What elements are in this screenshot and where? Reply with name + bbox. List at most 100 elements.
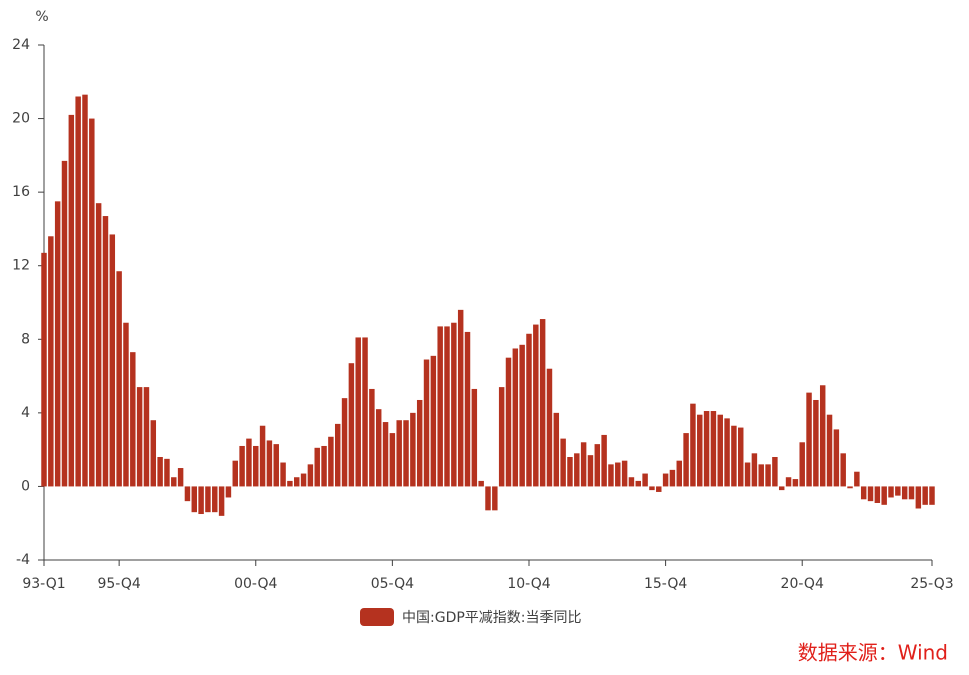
bar	[697, 414, 703, 487]
bar	[724, 418, 730, 487]
legend-label: 中国:GDP平减指数:当季同比	[402, 610, 582, 626]
bar	[676, 460, 682, 487]
bar	[464, 331, 471, 487]
bar	[867, 486, 874, 502]
bar	[416, 399, 423, 487]
bar	[505, 357, 512, 487]
bar	[89, 118, 95, 487]
bar	[294, 477, 300, 487]
bar	[642, 473, 648, 487]
y-tick-label: 24	[12, 37, 30, 53]
bar	[150, 420, 157, 487]
bar	[246, 438, 252, 487]
bar	[608, 464, 614, 487]
bar	[628, 477, 635, 487]
bar	[785, 477, 792, 487]
bar	[266, 440, 273, 487]
bar	[95, 203, 102, 487]
bar	[212, 486, 218, 513]
bar	[703, 411, 710, 487]
bar	[382, 422, 389, 487]
bar	[369, 388, 375, 487]
bar	[901, 486, 908, 500]
bar	[403, 420, 409, 487]
bar	[334, 423, 341, 487]
bar	[444, 326, 450, 487]
bar	[451, 322, 457, 487]
bar	[130, 352, 136, 487]
bar	[348, 363, 355, 487]
x-tick-label: 05-Q4	[371, 576, 414, 592]
x-tick-label: 10-Q4	[507, 576, 550, 592]
y-tick-label: 8	[21, 331, 30, 347]
y-tick-label: -4	[16, 552, 30, 568]
bar	[731, 425, 737, 487]
bar	[492, 486, 498, 511]
bar	[717, 414, 723, 487]
y-tick-label: 20	[12, 111, 30, 127]
bar	[635, 480, 642, 487]
bar	[410, 412, 416, 487]
bar	[116, 271, 122, 487]
bar	[61, 160, 68, 487]
bar	[287, 480, 293, 487]
bar	[888, 486, 894, 498]
bar	[253, 445, 259, 487]
bar	[854, 471, 860, 487]
y-axis-unit: %	[35, 9, 48, 25]
bar	[758, 464, 764, 487]
bar	[881, 486, 887, 505]
bar	[621, 460, 628, 487]
bar	[512, 348, 519, 487]
bar	[615, 462, 621, 487]
bar	[123, 322, 129, 487]
bar	[895, 486, 901, 496]
bar	[751, 453, 758, 487]
x-tick-label: 95-Q4	[97, 576, 140, 592]
bar	[171, 477, 177, 487]
bar	[143, 387, 150, 487]
bar	[772, 457, 778, 487]
bar	[184, 486, 191, 502]
bar	[396, 420, 402, 487]
bar	[799, 442, 805, 487]
bar	[205, 486, 211, 513]
bar	[109, 234, 116, 487]
bar	[362, 337, 368, 487]
bar	[594, 444, 601, 487]
bar	[744, 462, 751, 487]
bar	[580, 442, 587, 487]
bar	[539, 319, 546, 487]
bar	[321, 445, 327, 487]
bar	[225, 486, 232, 498]
y-tick-label: 12	[12, 258, 30, 274]
bar	[232, 460, 238, 487]
bar	[553, 412, 560, 487]
bar	[136, 387, 143, 487]
bar	[915, 486, 922, 509]
bar	[806, 392, 812, 487]
bar	[860, 486, 867, 500]
bar	[102, 216, 109, 487]
bar	[738, 427, 744, 487]
bar	[48, 236, 54, 487]
bar	[198, 486, 204, 515]
bar	[423, 359, 430, 487]
bar	[847, 486, 853, 489]
bar	[656, 486, 662, 492]
bar	[840, 453, 846, 487]
bar	[314, 447, 320, 487]
bar	[341, 398, 348, 487]
bar	[574, 453, 580, 487]
bar	[375, 409, 382, 487]
bar	[601, 434, 607, 487]
bar	[328, 436, 334, 487]
legend-swatch	[360, 608, 394, 626]
bar	[826, 414, 833, 487]
x-tick-label: 00-Q4	[234, 576, 277, 592]
bar	[75, 96, 81, 487]
bar	[533, 324, 539, 487]
bar	[54, 201, 61, 487]
bar	[280, 462, 286, 487]
